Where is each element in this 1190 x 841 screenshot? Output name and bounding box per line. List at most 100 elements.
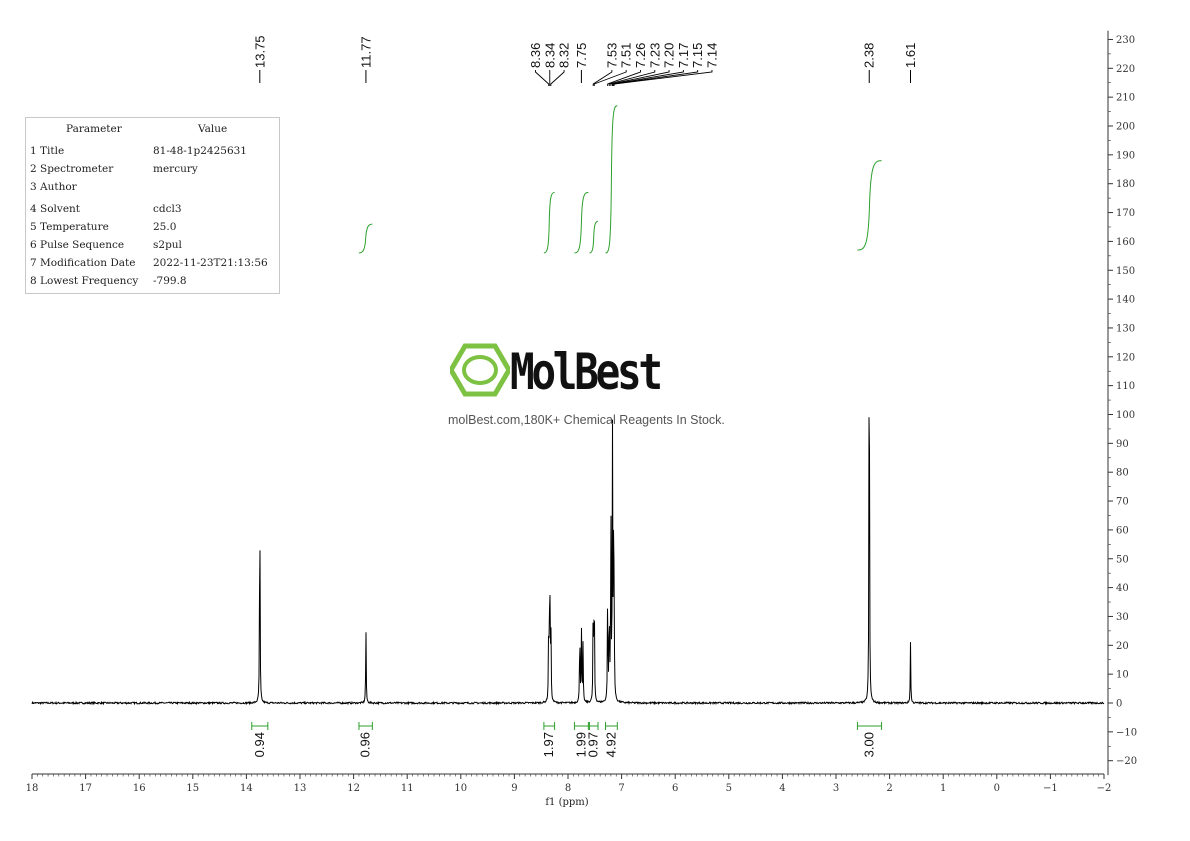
integral-value-label: 0.94 — [252, 732, 267, 757]
peak-label: 7.14 — [704, 43, 719, 68]
peak-label: 8.36 — [528, 43, 543, 68]
peak-label-leader — [607, 70, 641, 86]
integral-curve — [857, 160, 882, 251]
peak-label-leader — [612, 70, 684, 86]
peak-label: 7.75 — [574, 43, 589, 68]
x-tick-label: 2 — [886, 783, 892, 794]
x-tick-label: 5 — [726, 783, 732, 794]
y-tick-label: −10 — [1116, 727, 1137, 738]
parameter-value: s2pul — [153, 239, 182, 251]
x-tick-label: 7 — [618, 783, 624, 794]
peak-label: 7.51 — [619, 43, 634, 68]
y-tick-label: −20 — [1116, 756, 1137, 767]
y-tick-label: 230 — [1116, 35, 1135, 46]
y-tick-label: 50 — [1116, 554, 1129, 565]
peak-label: 7.17 — [676, 43, 691, 68]
x-tick-label: 8 — [565, 783, 571, 794]
y-tick-label: 20 — [1116, 641, 1129, 652]
parameter-row: 1 Title 81-48-1p2425631 — [26, 145, 279, 159]
y-tick-label: 180 — [1116, 179, 1135, 190]
y-tick-label: 60 — [1116, 525, 1129, 536]
y-tick-label: 170 — [1116, 208, 1135, 219]
x-tick-label: 16 — [133, 783, 146, 794]
peak-labels: 13.75 11.77 8.36 8.34 8.32 7.75 7.53 7.51 7.26 7.… — [252, 35, 918, 86]
peak-label: 13.75 — [252, 35, 267, 68]
peak-label-leader — [608, 70, 656, 86]
peak-label: 7.23 — [647, 43, 662, 68]
x-tick-label: 0 — [994, 783, 1000, 794]
watermark-name: MolBest — [510, 343, 663, 401]
peak-label-leader — [613, 70, 699, 86]
y-tick-label: 150 — [1116, 266, 1135, 277]
value-header: Value — [198, 123, 228, 135]
x-tick-label: 3 — [833, 783, 839, 794]
x-tick-label: 13 — [294, 783, 307, 794]
watermark-tagline: molBest.com,180K+ Chemical Reagents In S… — [448, 413, 725, 427]
y-tick-label: 190 — [1116, 150, 1135, 161]
integral-curve — [589, 220, 599, 254]
y-tick-label: 80 — [1116, 468, 1129, 479]
parameter-name: 3 Author — [30, 181, 77, 193]
parameter-value: cdcl3 — [153, 203, 182, 215]
parameter-row: 8 Lowest Frequency -799.8 — [26, 275, 279, 289]
peak-label: 8.32 — [557, 43, 572, 68]
x-tick-label: 11 — [401, 783, 414, 794]
y-tick-label: 220 — [1116, 64, 1135, 75]
peak-label-leader — [613, 70, 713, 86]
parameter-table: Parameter Value 1 Title 81-48-1p2425631 2 … — [25, 117, 280, 294]
peak-label-leader — [550, 70, 565, 86]
x-tick-label: 15 — [186, 783, 199, 794]
x-tick-label: 4 — [779, 783, 785, 794]
parameter-name: 1 Title — [30, 145, 65, 157]
peak-label: 7.53 — [604, 43, 619, 68]
parameter-row: 2 Spectrometer mercury — [26, 163, 279, 177]
integrals: 0.94 0.96 1.97 1.990.97 4.92 3.00 — [251, 105, 883, 757]
parameter-row: 5 Temperature 25.0 — [26, 221, 279, 235]
parameter-table-header: Parameter Value — [26, 123, 279, 137]
y-tick-label: 30 — [1116, 612, 1129, 623]
parameter-row: 6 Pulse Sequence s2pul — [26, 239, 279, 253]
integral-value-label: 3.00 — [862, 732, 877, 757]
integral-value-label: 0.96 — [358, 732, 373, 757]
integral-value-label: 1.97 — [541, 732, 556, 757]
peak-label: 1.61 — [903, 43, 918, 68]
x-axis-label: f1 (ppm) — [545, 797, 588, 808]
peak-label: 7.15 — [690, 43, 705, 68]
integral-value-label: 4.92 — [603, 732, 618, 757]
parameter-header: Parameter — [66, 123, 122, 135]
x-axis: 18 17 16 15 14 13 12 11 10 9 8 7 6 5 4 3 2 1 0 −1 −2 — [26, 773, 1111, 794]
y-tick-label: 90 — [1116, 439, 1129, 450]
peak-label-leader — [610, 70, 670, 86]
integral-curve — [605, 105, 618, 254]
parameter-value: -799.8 — [153, 275, 187, 287]
y-tick-label: 10 — [1116, 670, 1129, 681]
x-tick-label: 10 — [454, 783, 467, 794]
y-tick-label: 130 — [1116, 323, 1135, 334]
x-tick-label: 1 — [940, 783, 946, 794]
parameter-row: 4 Solvent cdcl3 — [26, 203, 279, 217]
peak-label-leader — [535, 70, 550, 86]
x-tick-label: 9 — [511, 783, 517, 794]
parameter-name: 7 Modification Date — [30, 257, 136, 269]
integral-curve — [543, 191, 555, 254]
y-tick-label: 70 — [1116, 497, 1129, 508]
y-tick-label: 140 — [1116, 295, 1135, 306]
parameter-value: mercury — [153, 163, 198, 175]
peak-label: 7.26 — [633, 43, 648, 68]
integral-curve — [574, 191, 589, 254]
y-axis: −20 −10 0 10 20 30 40 50 60 70 80 90 100 110 120 130 140… — [1107, 30, 1137, 776]
parameter-row: 3 Author — [26, 181, 279, 195]
parameter-name: 2 Spectrometer — [30, 163, 114, 175]
y-tick-label: 210 — [1116, 93, 1135, 104]
peak-label: 2.38 — [862, 43, 877, 68]
parameter-name: 6 Pulse Sequence — [30, 239, 125, 251]
parameter-value: 81-48-1p2425631 — [153, 145, 247, 157]
peak-label-leader — [592, 70, 613, 86]
peak-label-leader — [593, 70, 627, 86]
molbest-logo-icon — [450, 343, 510, 397]
peak-label: 11.77 — [358, 36, 373, 68]
x-tick-label: 12 — [347, 783, 360, 794]
parameter-name: 4 Solvent — [30, 203, 81, 215]
integral-value-label: 0.97 — [586, 732, 601, 757]
